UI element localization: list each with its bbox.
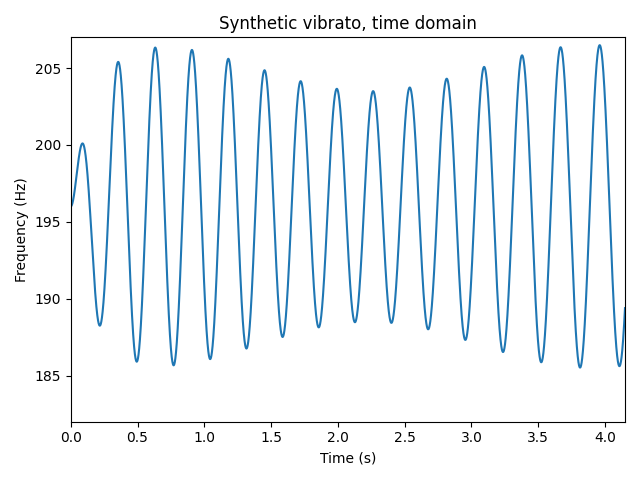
Title: Synthetic vibrato, time domain: Synthetic vibrato, time domain	[219, 15, 477, 33]
X-axis label: Time (s): Time (s)	[320, 451, 376, 465]
Y-axis label: Frequency (Hz): Frequency (Hz)	[15, 177, 29, 282]
